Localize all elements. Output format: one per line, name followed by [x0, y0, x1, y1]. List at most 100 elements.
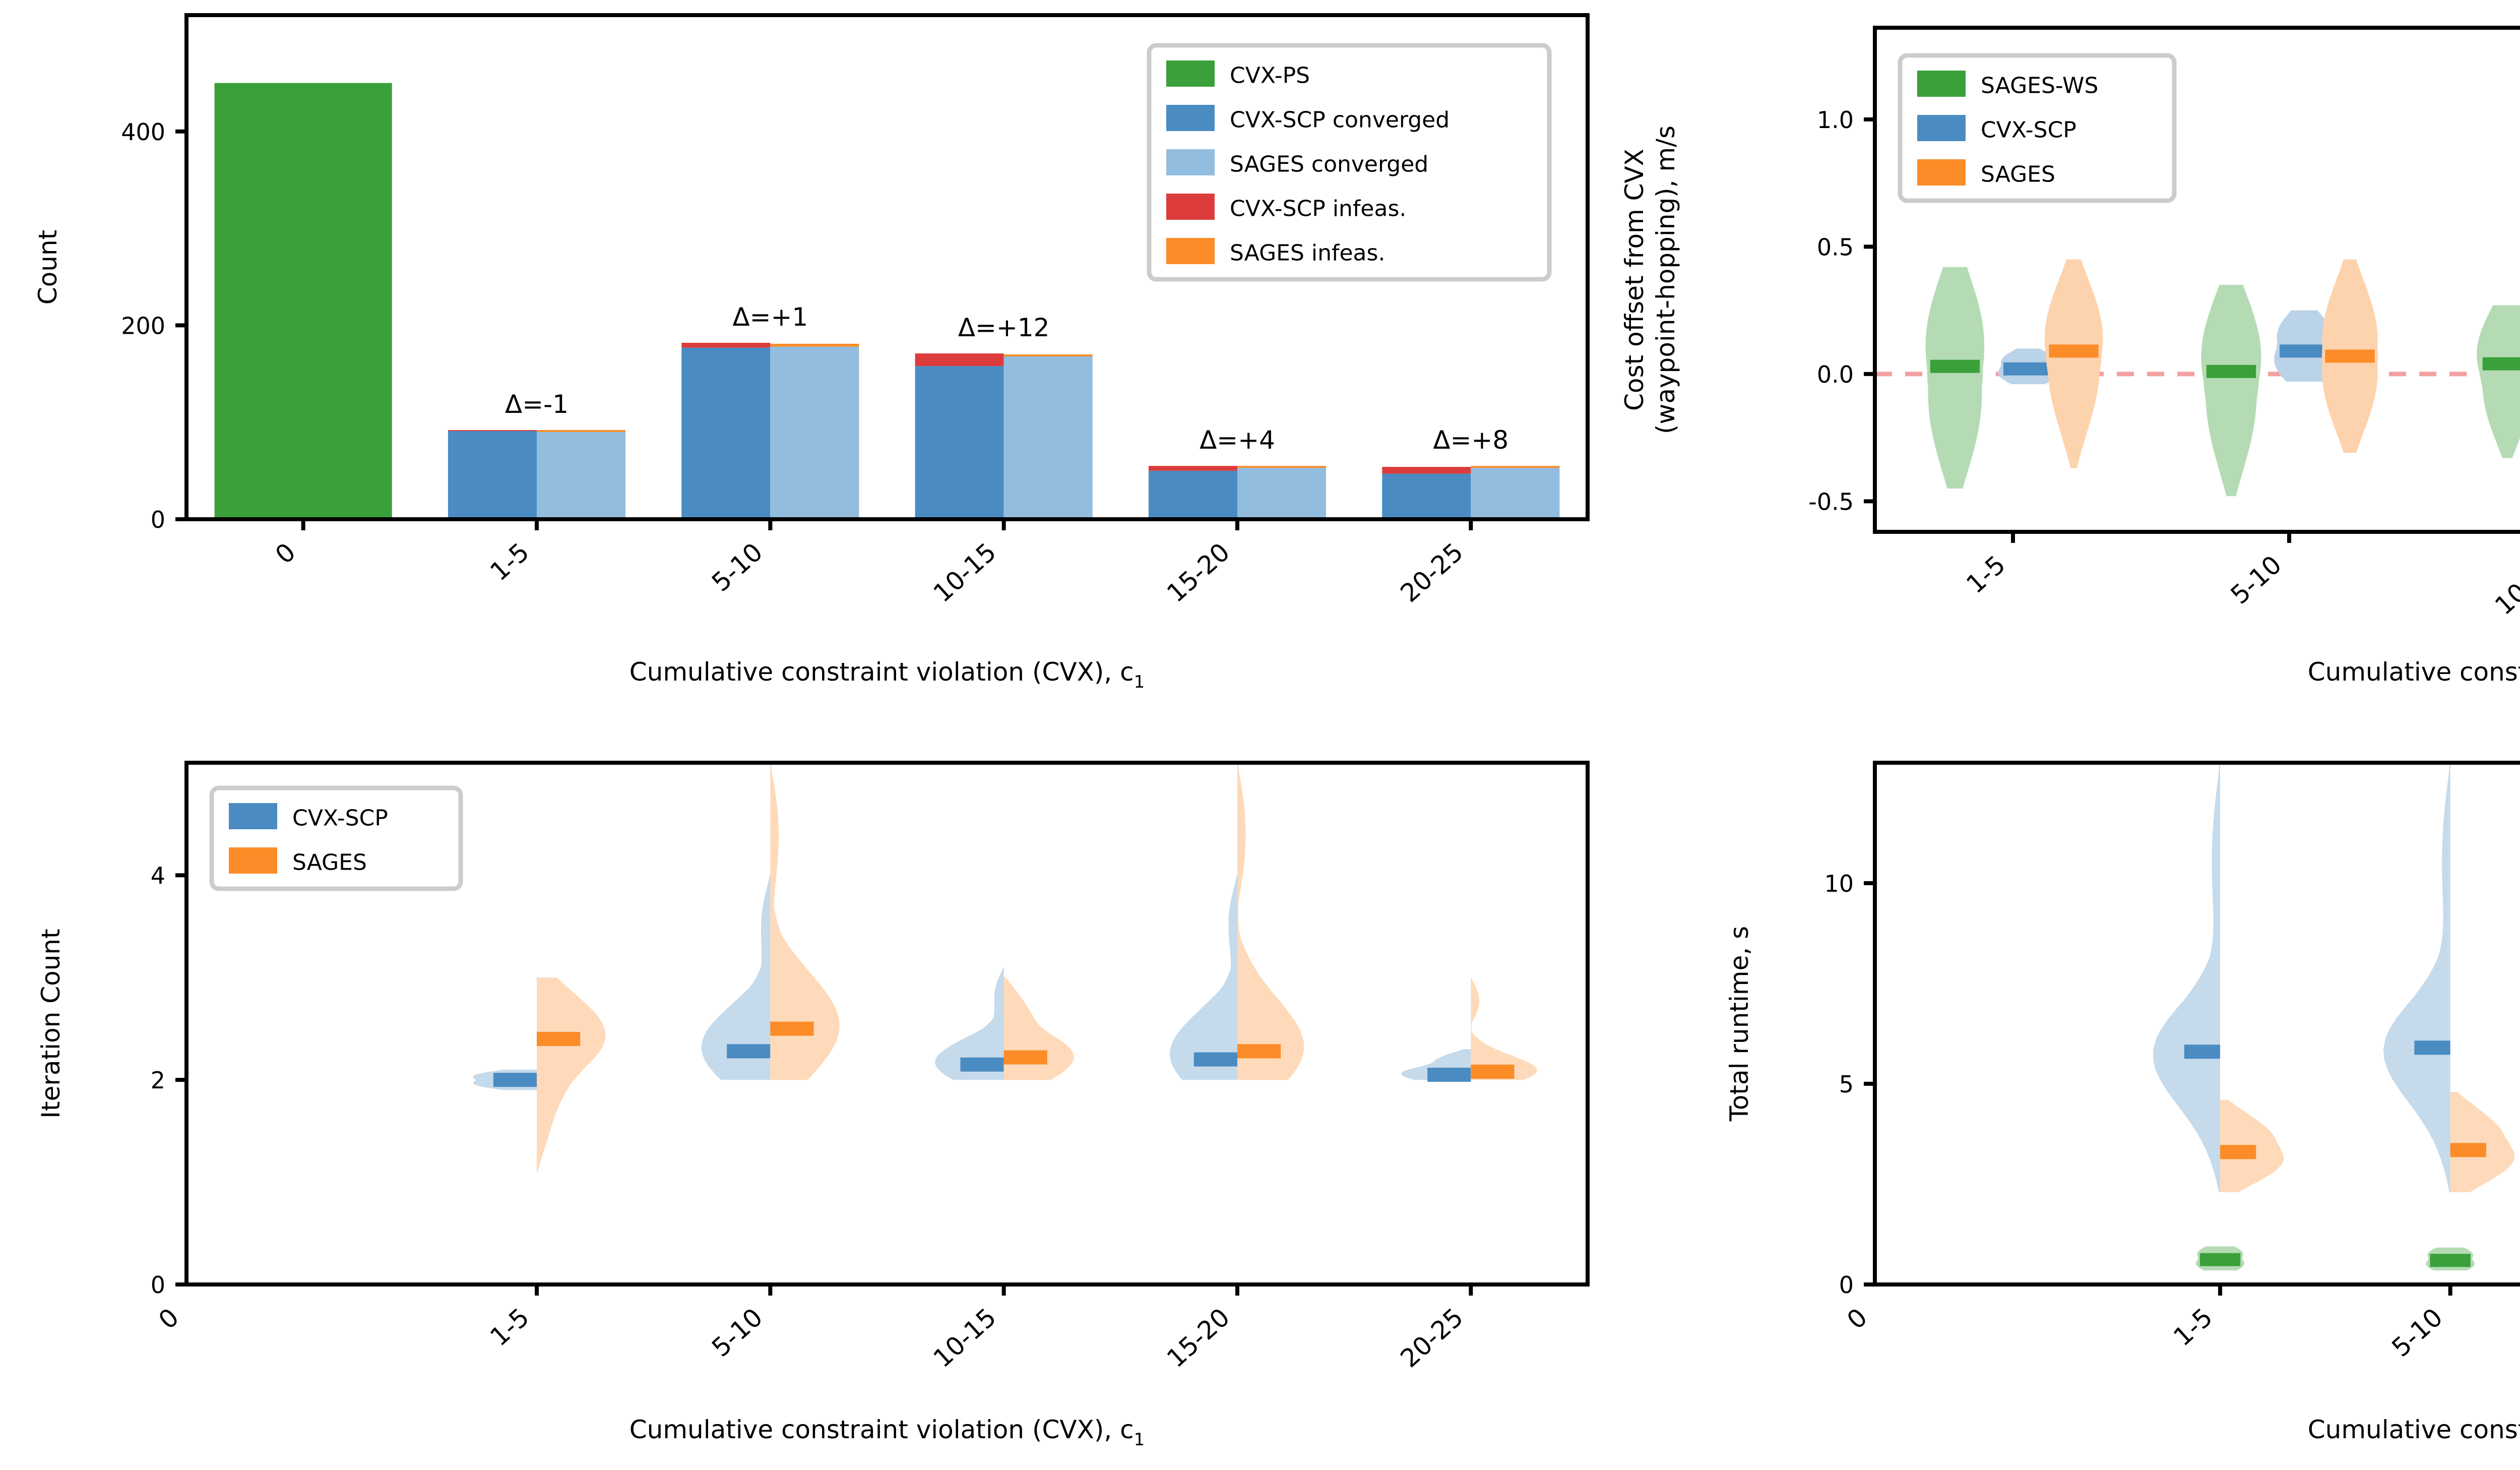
y-tick-label: 5 [1839, 1071, 1854, 1098]
x-axis-label-top-left: Cumulative constraint violation (CVX), c… [629, 657, 1145, 692]
x-tick-label: 5-10 [2225, 550, 2287, 610]
y-axis-label: Count [33, 230, 62, 305]
violin-sages [2322, 259, 2378, 453]
violin-median-bar [1193, 1052, 1237, 1067]
bar-cvx-scp-infeasible [448, 430, 537, 431]
bar-chart-counts: Δ=-1 Δ=+1 Δ=+12 Δ=+4 Δ=+8 0 200 400 Count 0 1-5 5-1… [33, 13, 1590, 692]
bar-group [1382, 466, 1560, 519]
violin-sages [2044, 259, 2103, 468]
y-axis-label-text: Cost offset from CVX(waypoint-hopping), … [1620, 126, 1680, 434]
bar-cvx-scp-converged [1382, 473, 1471, 519]
bar-cvx-scp-converged [1148, 470, 1237, 519]
x-tick-label: 10-15 [928, 1303, 1002, 1373]
violin-median-bar [2450, 1143, 2486, 1157]
violin-sages [1471, 977, 1538, 1080]
violin-median-bar [2414, 1040, 2450, 1055]
violin-median-bar [2482, 357, 2520, 371]
bar-cvx-scp-converged [448, 431, 537, 519]
y-axis-label: Cost offset from CVX(waypoint-hopping), … [1620, 126, 1680, 434]
legend-swatch [1917, 159, 1966, 186]
x-tick-label: 1-5 [485, 1303, 535, 1352]
bar-sages-infeasible [537, 430, 626, 432]
violin-median-bar [960, 1057, 1004, 1072]
violin-body [701, 875, 771, 1080]
x-axis-label-text: Cumulative constraint violation (CVX), c… [629, 657, 1145, 692]
violin-sages-ws-gpu- [2195, 1246, 2245, 1271]
violin-median-bar [2325, 349, 2375, 363]
legend-label: CVX-SCP converged [1230, 107, 1450, 133]
delta-annotation: Δ=+1 [732, 302, 808, 332]
y-axis-ticks: 0 2 4 [151, 862, 186, 1299]
axes-frame [184, 13, 1590, 521]
legend-label: SAGES-WS [1981, 73, 2098, 99]
violin-body [537, 977, 606, 1172]
violin-cvx-scp-cpu- [2383, 763, 2450, 1192]
bar-cvx-scp-infeasible [1148, 466, 1237, 471]
legend: CVX-SCP SAGES [209, 785, 463, 891]
x-tick-label: 5-10 [706, 1303, 768, 1363]
bar-group [1148, 466, 1327, 519]
bar-cvx-ps [214, 83, 392, 520]
legend-label: CVX-SCP [292, 806, 388, 831]
x-tick-label: 0 [153, 1303, 184, 1335]
legend: CVX-PS CVX-SCP converged SAGES converged CV… [1147, 43, 1552, 282]
violin-body [1003, 977, 1074, 1080]
legend-swatch [1917, 115, 1966, 141]
x-axis-label-text: Cumulative constraint violation (CVX), c… [629, 1415, 1145, 1450]
violin-median-bar [727, 1044, 771, 1059]
violin-sages [537, 977, 606, 1172]
y-tick-label: 1.0 [1817, 106, 1854, 134]
violin-median-bar [537, 1031, 581, 1046]
violin-cvx-scp [2274, 310, 2335, 382]
violin-body [2450, 1091, 2515, 1192]
plot-area [1875, 259, 2520, 497]
y-tick-label: 400 [121, 118, 165, 146]
violin-body [1237, 763, 1304, 1080]
violin-median-bar [1003, 1050, 1047, 1065]
violin-sages-ws-gpu- [2426, 1247, 2475, 1271]
plot-area [473, 763, 1538, 1172]
violin-body [2044, 259, 2103, 468]
y-axis-ticks: -0.5 0.0 0.5 1.0 [1808, 106, 1875, 515]
x-tick-label: 1-5 [1961, 550, 2011, 599]
violin-body [1925, 267, 1985, 489]
bar-group [915, 353, 1093, 519]
bar-sages-converged [537, 432, 626, 519]
bar-sages-infeasible [770, 343, 859, 347]
violin-chart-cost-offset: -0.5 0.0 0.5 1.0 Cost offset from CVX(waypoi… [1620, 26, 2520, 687]
violin-body [2477, 305, 2520, 458]
bar-sages-converged [1471, 468, 1560, 519]
bar-cvx-scp-converged [915, 366, 1004, 519]
y-tick-label: 0 [151, 1271, 165, 1299]
x-axis-ticks: 0 1-5 5-10 10-15 15-20 20-25 [153, 1284, 1473, 1373]
y-tick-label: 0.5 [1817, 233, 1854, 261]
bar-cvx-scp-infeasible [681, 343, 771, 348]
violin-median-bar [2003, 362, 2053, 376]
violin-median-bar [2206, 364, 2256, 378]
x-tick-label: 1-5 [485, 537, 535, 587]
y-tick-label: 10 [1824, 870, 1854, 897]
violin-body [2383, 763, 2450, 1192]
bar-sages-infeasible [1003, 354, 1093, 356]
legend-label: CVX-SCP [1981, 117, 2076, 143]
axes-frame [184, 761, 1590, 1287]
violin-cvx-scp-cpu- [2153, 763, 2220, 1192]
legend-swatch [1166, 105, 1215, 131]
x-axis-ticks: 0 1-5 5-10 10-15 15-20 20-25 [270, 519, 1473, 608]
legend-swatch [1166, 149, 1215, 175]
bar-sages-infeasible [1237, 466, 1327, 468]
legend-swatch [229, 803, 277, 829]
legend-swatch [1166, 238, 1215, 264]
panel-top-left: Δ=-1 Δ=+1 Δ=+12 Δ=+4 Δ=+8 0 200 400 Count 0 1-5 5-1… [0, 0, 1648, 735]
bar-cvx-scp-infeasible [1382, 467, 1471, 474]
legend-label: CVX-PS [1230, 63, 1310, 89]
axes-frame [1873, 26, 2520, 534]
violin-median-bar [493, 1073, 537, 1087]
legend-label: SAGES infeas. [1230, 240, 1385, 266]
violin-median-bar [2049, 344, 2099, 358]
legend-swatch [229, 847, 277, 874]
violin-body [1471, 977, 1538, 1080]
x-tick-label: 15-20 [1161, 537, 1235, 608]
y-axis-ticks: 0 5 10 [1824, 870, 1875, 1299]
